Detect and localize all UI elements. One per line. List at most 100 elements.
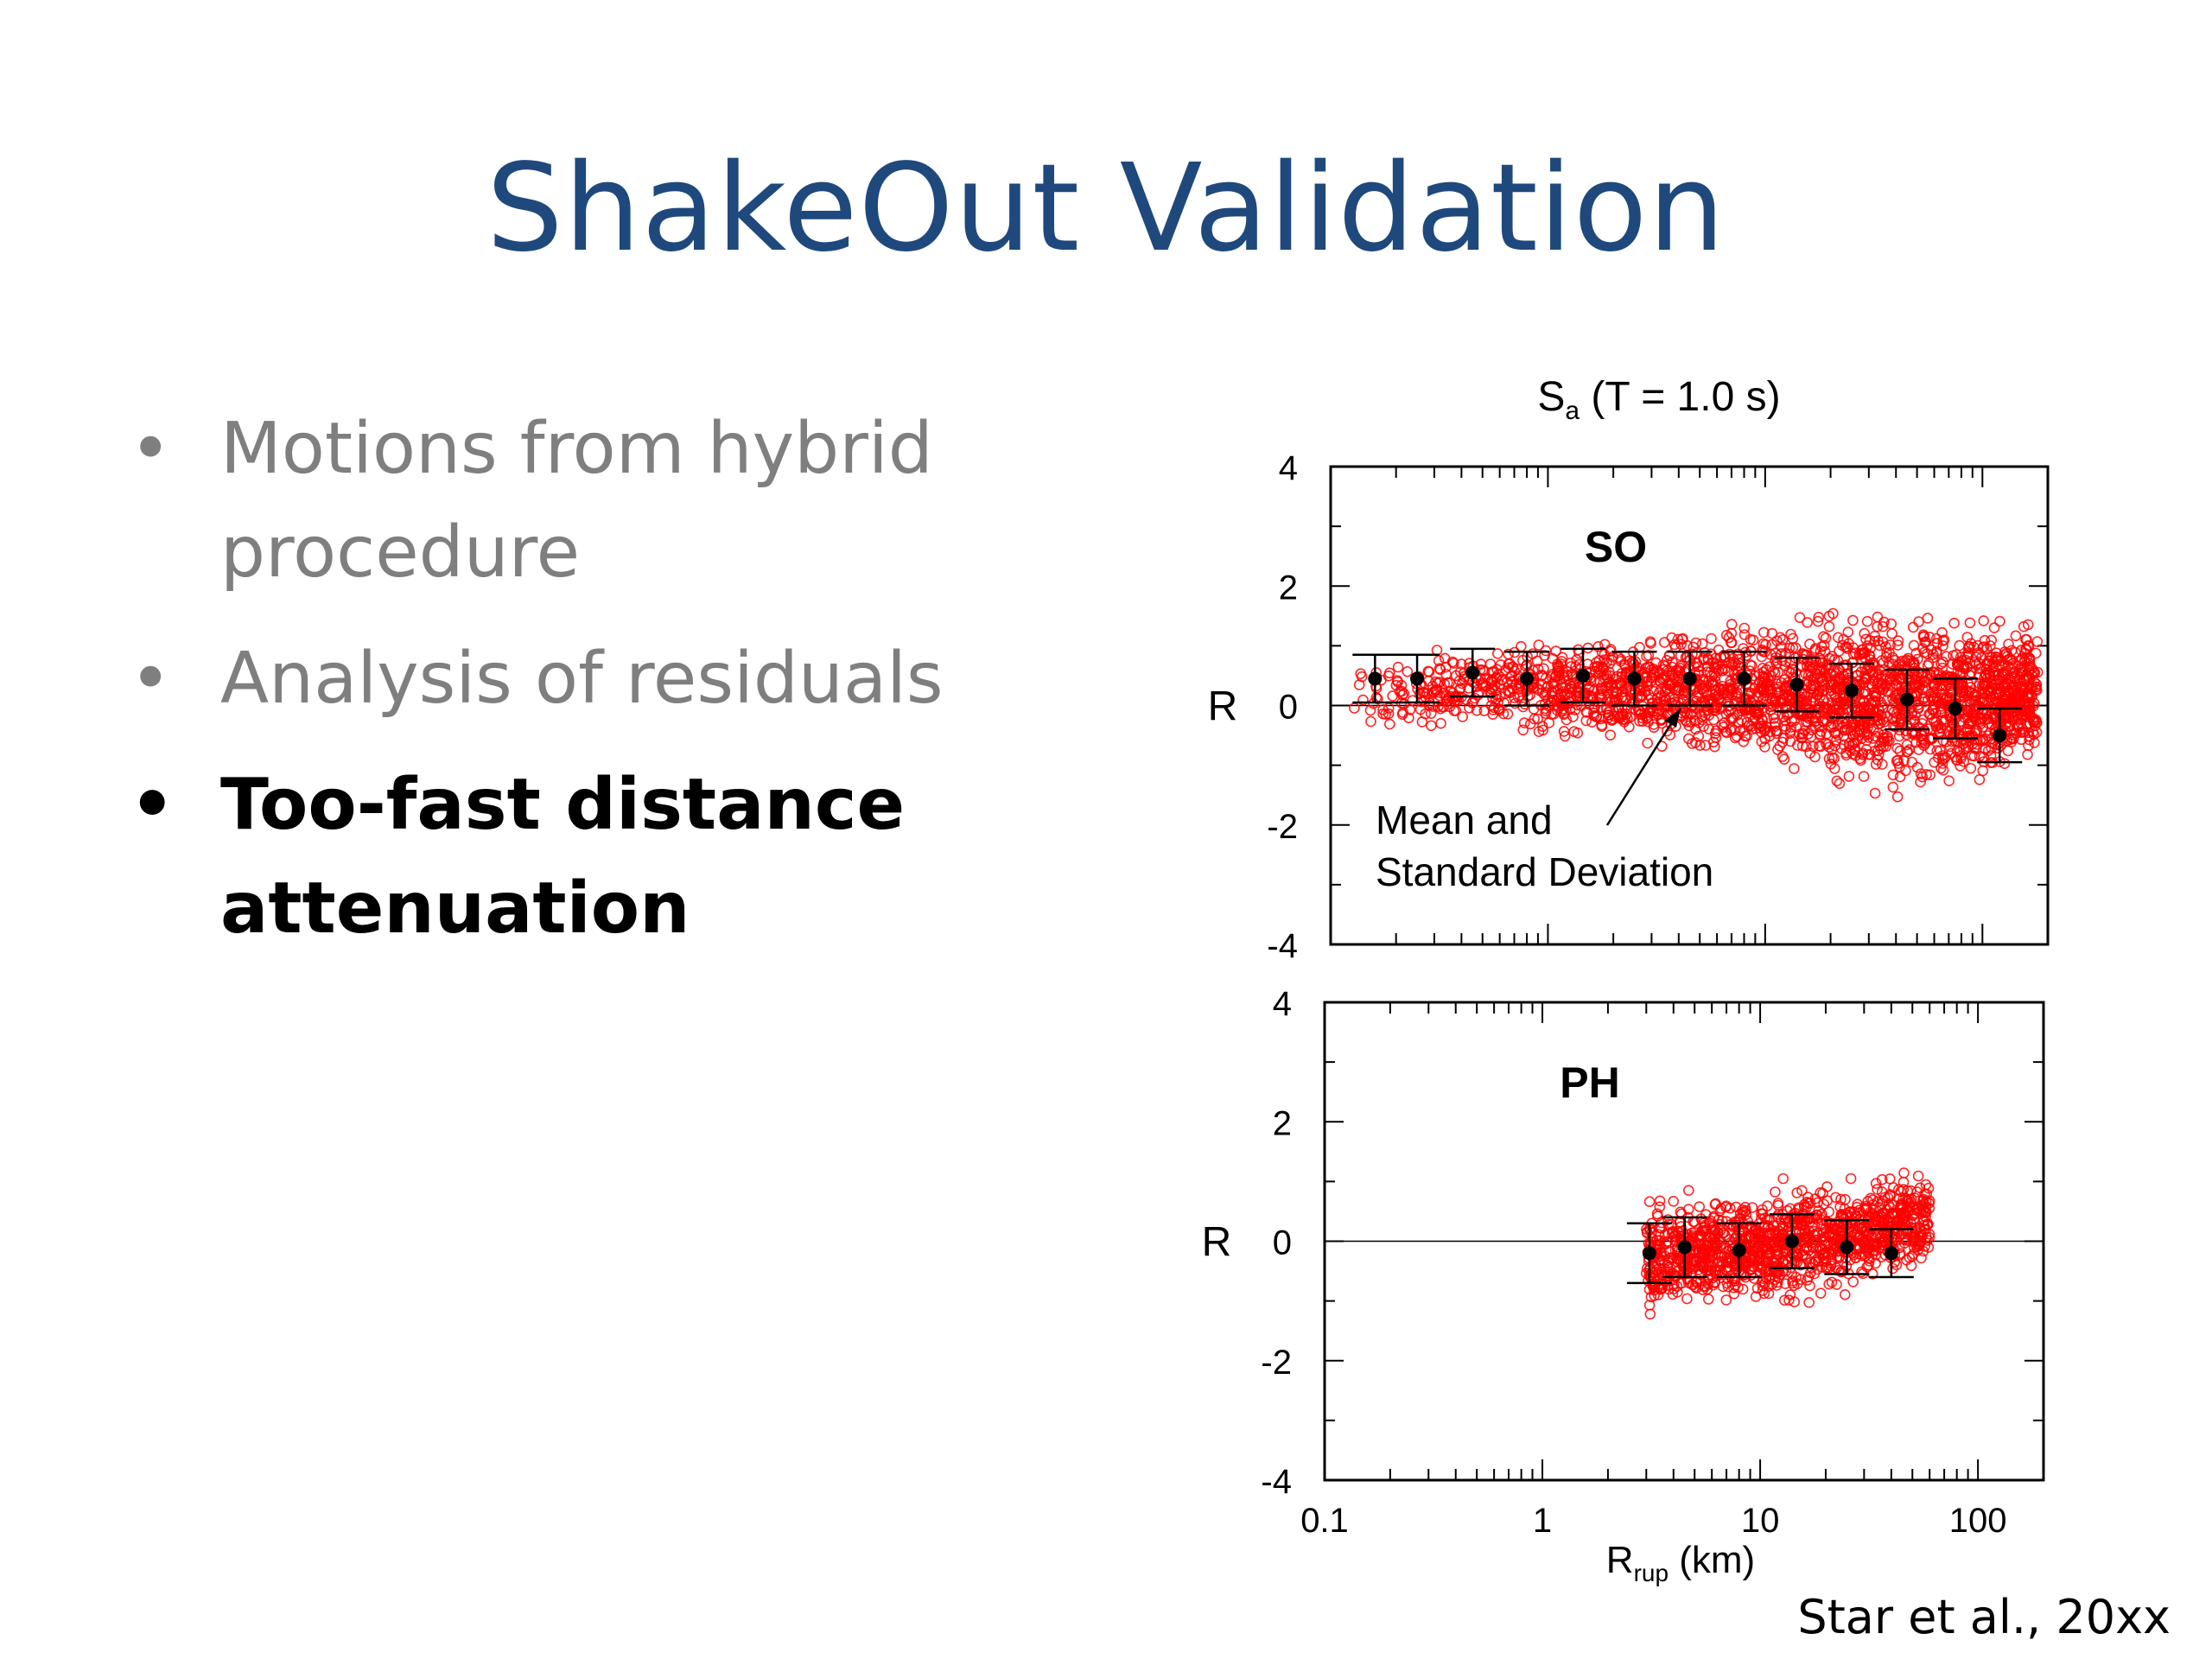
- mean-point: [1576, 668, 1591, 683]
- residual-point: [1745, 1220, 1757, 1232]
- residual-point: [1770, 1186, 1781, 1198]
- residual-point: [1433, 655, 1445, 666]
- residual-point: [1454, 683, 1466, 695]
- residual-point: [1759, 1240, 1770, 1251]
- x-tick-label: 100: [1949, 1502, 2007, 1540]
- residual-point: [1873, 714, 1885, 726]
- residual-point: [1802, 1271, 1815, 1283]
- residual-point: [1707, 714, 1719, 726]
- residual-point: [1847, 1276, 1859, 1287]
- x-axis-label: Rrup (km): [1606, 1539, 1755, 1586]
- residual-point: [1780, 702, 1792, 714]
- residual-point: [1858, 647, 1869, 659]
- residual-point: [1864, 661, 1876, 673]
- residual-point: [1963, 729, 1975, 741]
- residual-point: [1820, 632, 1832, 644]
- residual-point: [1907, 621, 1919, 633]
- residual-point: [1943, 775, 1955, 787]
- residual-point: [1835, 681, 1847, 692]
- residual-point: [2022, 748, 2033, 760]
- residual-point: [1884, 1173, 1896, 1185]
- residual-point: [1729, 1280, 1741, 1291]
- residual-point: [1732, 687, 1743, 699]
- residual-point: [1802, 675, 1814, 687]
- residual-point: [1770, 717, 1781, 728]
- residual-point: [1469, 692, 1481, 704]
- residual-point: [1559, 730, 1571, 742]
- y-tick-label: 2: [1279, 569, 1298, 607]
- residual-point: [1985, 688, 1997, 700]
- residual-point: [1494, 678, 1506, 690]
- residual-point: [1826, 1249, 1838, 1261]
- residual-point: [1383, 667, 1395, 679]
- y-tick-label: -2: [1261, 1344, 1292, 1382]
- residual-point: [1713, 1227, 1724, 1239]
- residual-point: [1948, 717, 1960, 729]
- residual-point: [1814, 657, 1826, 669]
- residual-point: [1968, 742, 1980, 754]
- residual-point: [1680, 715, 1692, 727]
- residual-point: [1540, 708, 1552, 719]
- residual-point: [1681, 1293, 1693, 1305]
- residual-point: [1859, 627, 1871, 639]
- bullet-item-emphasized: • Too-fast distance attenuation: [130, 753, 1166, 961]
- residual-point: [1896, 1200, 1908, 1212]
- residual-point: [2026, 663, 2037, 674]
- y-tick-label: -4: [1261, 1463, 1292, 1501]
- residual-point: [1881, 732, 1893, 744]
- y-tick-label: -4: [1267, 927, 1298, 965]
- residual-point: [1804, 1280, 1815, 1292]
- residual-point: [1689, 1261, 1701, 1272]
- residual-point: [1861, 1261, 1873, 1273]
- residual-point: [1815, 741, 1827, 753]
- mean-point: [1948, 701, 1962, 715]
- residual-point: [1734, 725, 1746, 737]
- residual-point: [1948, 617, 1960, 629]
- residual-point: [1703, 723, 1715, 735]
- residual-point: [1653, 687, 1665, 698]
- residual-point: [1759, 741, 1770, 753]
- residual-point: [1758, 1255, 1770, 1267]
- residual-point: [1917, 1195, 1929, 1206]
- residual-point: [1884, 673, 1896, 685]
- residual-point: [1917, 1216, 1929, 1228]
- residual-point: [1656, 1266, 1668, 1278]
- residual-point: [1662, 702, 1674, 714]
- panel-label: SO: [1585, 523, 1647, 571]
- residual-point: [1838, 1213, 1850, 1225]
- residual-point: [1645, 692, 1657, 704]
- residual-point: [1914, 1205, 1925, 1217]
- residual-point: [1855, 1234, 1866, 1246]
- residual-point: [1802, 617, 1814, 628]
- residual-point: [1517, 701, 1529, 713]
- residual-point: [1825, 1260, 1837, 1272]
- residual-point: [1592, 640, 1604, 652]
- residual-point: [1915, 1208, 1927, 1220]
- residual-point: [1653, 1229, 1665, 1241]
- residual-point: [1802, 1192, 1814, 1203]
- residual-point: [1502, 708, 1514, 720]
- chart-title-rest: (T = 1.0 s): [1580, 374, 1781, 420]
- residual-point: [1804, 639, 1815, 650]
- residual-point: [1579, 688, 1591, 700]
- residual-point: [1681, 1255, 1693, 1267]
- residual-point: [1703, 1260, 1715, 1271]
- residual-point: [1821, 1181, 1833, 1192]
- residual-point: [1938, 634, 1950, 646]
- residual-point: [1728, 656, 1739, 668]
- residual-point: [1708, 662, 1720, 674]
- residual-point: [1994, 615, 2005, 627]
- residual-point: [1720, 1200, 1732, 1212]
- residual-point: [1894, 745, 1906, 757]
- residual-point: [1447, 658, 1459, 669]
- mean-point: [1844, 683, 1859, 698]
- residual-point: [1876, 1173, 1888, 1185]
- residual-point: [1931, 638, 1943, 649]
- residual-point: [1858, 677, 1870, 689]
- residual-point: [1955, 749, 1967, 761]
- residual-point: [1765, 701, 1777, 713]
- residual-point: [1728, 724, 1740, 736]
- residual-point: [1940, 679, 1952, 691]
- residual-point: [1931, 695, 1943, 707]
- residual-point: [1978, 641, 1990, 652]
